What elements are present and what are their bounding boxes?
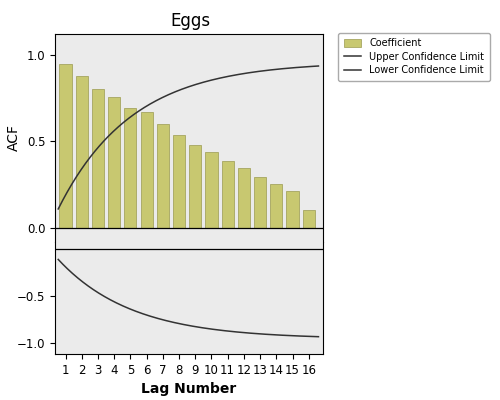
- Y-axis label: ACF: ACF: [7, 124, 21, 151]
- Bar: [206, 152, 218, 228]
- Bar: [189, 145, 202, 228]
- Bar: [254, 177, 266, 228]
- Bar: [270, 184, 282, 228]
- Bar: [140, 112, 152, 228]
- Bar: [76, 76, 88, 228]
- Bar: [238, 168, 250, 228]
- Bar: [222, 161, 234, 228]
- Text: Eggs: Eggs: [170, 12, 210, 30]
- Bar: [286, 191, 298, 228]
- Legend: Coefficient, Upper Confidence Limit, Lower Confidence Limit: Coefficient, Upper Confidence Limit, Low…: [338, 33, 490, 81]
- Bar: [173, 135, 185, 228]
- X-axis label: Lag Number: Lag Number: [141, 382, 236, 396]
- Bar: [60, 64, 72, 228]
- Bar: [92, 88, 104, 228]
- Bar: [124, 108, 136, 228]
- Bar: [302, 210, 315, 228]
- Bar: [156, 124, 169, 228]
- Bar: [108, 97, 120, 228]
